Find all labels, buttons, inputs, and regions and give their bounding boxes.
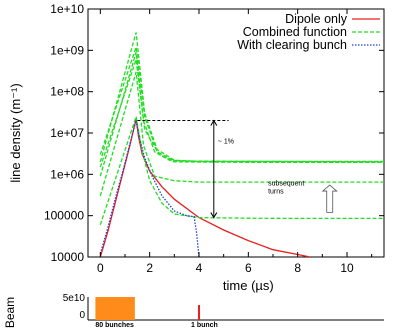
y-tick-label: 10000 — [51, 250, 85, 264]
y-tick-label: 1e+07 — [50, 126, 84, 140]
range-arrow-head-down — [210, 212, 218, 219]
series-group — [99, 32, 384, 257]
y-tick-label: 1e+10 — [50, 2, 84, 16]
beam-tick-label: 5e10 — [63, 293, 86, 304]
y-tick-label: 1e+09 — [50, 43, 84, 57]
series-with-clearing-bunch-line — [99, 120, 200, 257]
percent-note: ~ 1% — [218, 139, 234, 146]
x-tick-label: 0 — [97, 261, 104, 275]
x-tick-label: 4 — [196, 261, 203, 275]
legend-label: Dipole only — [285, 12, 348, 26]
bunch-train-label: 80 bunches — [95, 322, 134, 329]
range-arrow-head-up — [210, 119, 218, 126]
x-tick-label: 2 — [146, 261, 153, 275]
series-combined-function-line — [99, 46, 384, 163]
series-combined-function-line — [99, 59, 384, 168]
x-tick-label: 10 — [340, 261, 354, 275]
hollow-up-arrow — [321, 184, 338, 213]
x-axis-label: time (µs) — [223, 278, 274, 293]
subsequent-note-line1: subsequent — [268, 181, 304, 188]
bunch-train-bar — [95, 297, 135, 320]
y-axis-label: line density (m⁻¹) — [8, 83, 23, 182]
series-combined-function-line — [99, 116, 384, 226]
y-tick-label: 1e+06 — [50, 167, 84, 181]
legend-label: With clearing bunch — [237, 38, 347, 52]
subsequent-note-line2: turns — [268, 189, 284, 196]
x-tick-label: 6 — [245, 261, 252, 275]
y-tick-label: 100000 — [44, 209, 84, 223]
series-combined-function-line — [99, 71, 384, 197]
x-tick-label: 8 — [294, 261, 301, 275]
beam-axis-label: Beam — [3, 297, 17, 328]
y-tick-label: 1e+08 — [50, 85, 84, 99]
single-bunch-label: 1 bunch — [191, 322, 218, 329]
beam-tick-label: 0 — [79, 310, 85, 321]
legend-label: Combined function — [243, 25, 347, 39]
single-bunch-bar — [198, 305, 200, 320]
